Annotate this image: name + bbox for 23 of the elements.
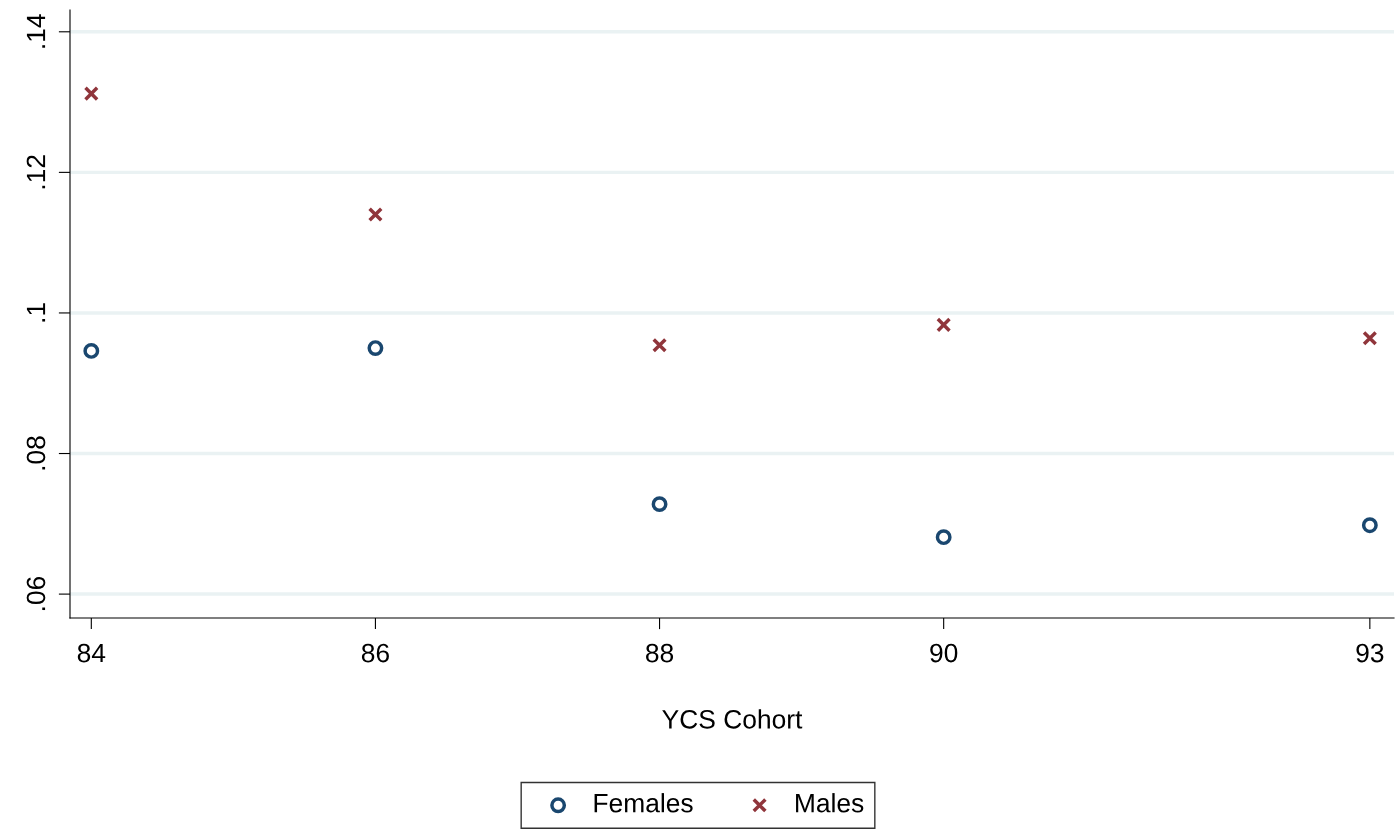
y-tick-label: .06 (26, 576, 46, 611)
point (367, 340, 384, 357)
y-tick-label: .1 (26, 303, 46, 322)
x-tick-label: 86 (361, 643, 389, 663)
legend-label: Females (594, 793, 693, 813)
x-tick-label: 90 (930, 643, 958, 663)
x-tick-label: 93 (1356, 643, 1384, 663)
point (1361, 517, 1378, 534)
point (1362, 330, 1378, 346)
x-axis-title: YCS Cohort (662, 709, 803, 729)
y-tick-label: .12 (26, 155, 46, 189)
point (367, 206, 383, 223)
point (652, 337, 668, 353)
y-tick-label: .08 (26, 436, 46, 470)
x-tick-label: 88 (646, 643, 674, 663)
legend-label: Males (796, 793, 864, 813)
point (651, 496, 668, 513)
point (83, 342, 100, 359)
y-tick-label: .14 (26, 14, 46, 48)
point (83, 86, 99, 102)
point (936, 317, 952, 333)
x-tick-label: 84 (77, 643, 106, 663)
point (935, 529, 952, 546)
